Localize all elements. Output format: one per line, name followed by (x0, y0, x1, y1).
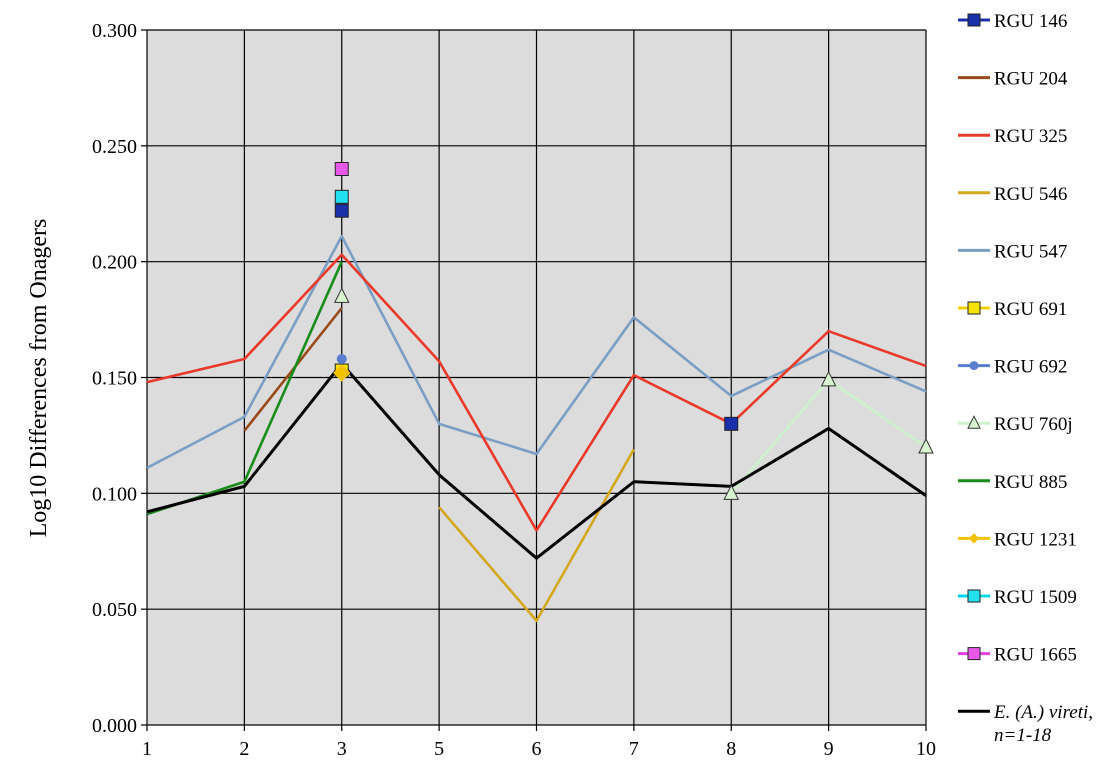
legend-label-line2: n=1-18 (994, 725, 1052, 746)
data-point-rgu-146 (334, 203, 349, 218)
legend-swatch-marker (968, 533, 980, 544)
legend-swatch-marker (967, 301, 981, 315)
x-tick-label: 2 (239, 738, 249, 760)
legend-label: RGU 325 (994, 126, 1067, 147)
legend-swatch-marker (969, 361, 979, 371)
y-tick-label: 0.200 (92, 252, 137, 274)
y-tick-label: 0.300 (92, 20, 137, 42)
x-axis-ticks: 1 2 3 5 6 7 8 9 10 (142, 725, 936, 760)
x-tick-label: 8 (726, 738, 736, 760)
data-point-rgu-692 (336, 353, 347, 364)
y-tick-label: 0.150 (92, 368, 137, 390)
data-point-rgu-760j (820, 370, 837, 387)
legend-label: RGU 546 (994, 184, 1067, 205)
legend-label: RGU 1509 (994, 587, 1077, 608)
legend-swatch-marker (967, 589, 981, 603)
legend-swatch-marker (967, 415, 981, 429)
x-tick-label: 10 (916, 738, 936, 760)
legend-label: E. (A.) vireti, (993, 702, 1093, 723)
legend: RGU 146 RGU 204 RGU 325 RGU 546 RGU 547 RGU 6… (958, 11, 1093, 746)
legend-label: RGU 1231 (994, 529, 1077, 550)
legend-label: RGU 1665 (994, 645, 1077, 666)
data-point-rgu-1665 (334, 162, 349, 176)
y-tick-label: 0.050 (92, 599, 137, 621)
legend-swatch-marker (967, 13, 981, 27)
legend-label: RGU 691 (994, 299, 1067, 320)
y-tick-label: 0.100 (92, 483, 137, 505)
series-line-rgu-547 (146, 234, 927, 470)
y-axis-label: Log10 Differences from Onagers (26, 219, 52, 538)
y-axis-ticks: 0.000 0.050 0.100 0.150 0.200 0.250 0.300 (92, 20, 147, 737)
series-markers (333, 162, 934, 500)
x-tick-label: 7 (629, 738, 639, 760)
legend-label: RGU 547 (994, 241, 1067, 262)
data-point-rgu-760j (918, 437, 934, 454)
legend-label: RGU 204 (994, 69, 1068, 90)
x-tick-label: 9 (824, 738, 834, 760)
data-point-rgu-760j (333, 287, 350, 303)
x-tick-label: 6 (532, 738, 542, 760)
series-line-rgu-325 (146, 253, 927, 532)
y-tick-label: 0.250 (92, 136, 137, 158)
legend-label: RGU 885 (994, 472, 1067, 493)
x-tick-label: 1 (142, 738, 152, 760)
legend-label: RGU 760j (994, 414, 1073, 435)
data-point-rgu-146 (724, 416, 739, 431)
series-lines (146, 234, 927, 623)
data-point-rgu-760j (723, 484, 740, 500)
series-line-e-a-vireti-n-1-18 (146, 362, 927, 560)
y-tick-label: 0.000 (92, 715, 137, 737)
data-point-rgu-1231 (333, 364, 351, 382)
legend-label: RGU 146 (994, 11, 1067, 32)
legend-swatch-marker (967, 647, 981, 661)
data-point-rgu-1509 (334, 189, 349, 204)
x-tick-label: 5 (434, 738, 444, 760)
x-tick-label: 3 (337, 738, 347, 760)
legend-label: RGU 692 (994, 357, 1067, 378)
